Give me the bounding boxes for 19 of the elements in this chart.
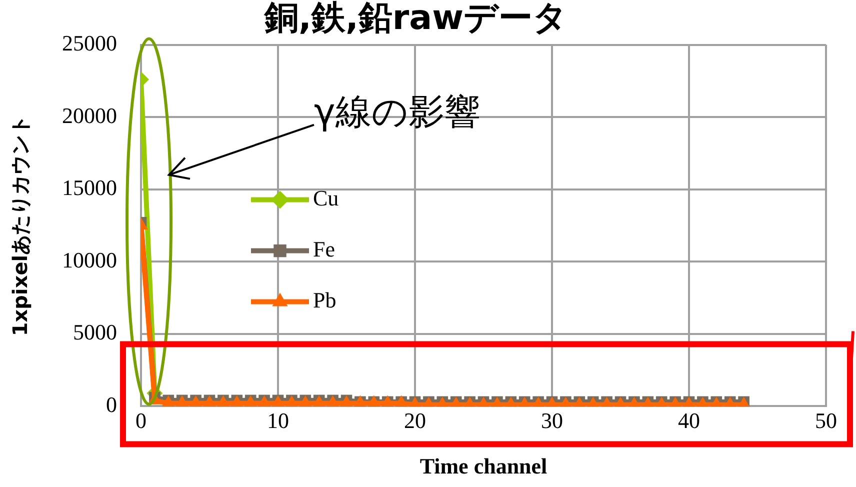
y-tick-label: 15000: [62, 175, 117, 200]
x-tick-label: 20: [404, 408, 426, 434]
legend-label: Pb: [313, 288, 336, 313]
x-tick-label: 40: [678, 408, 700, 434]
x-tick-label: 0: [136, 408, 146, 434]
chart-title: 銅,鉄,鉛rawデータ: [264, 0, 568, 38]
legend-label: Fe: [313, 236, 335, 262]
x-tick-label: 10: [267, 408, 289, 434]
y-tick-label: 20000: [62, 102, 117, 128]
x-axis-title: Time channel: [420, 453, 548, 478]
y-tick-label: 5000: [73, 320, 117, 345]
y-tick-label: 10000: [62, 247, 117, 272]
y-tick-label: 0: [106, 392, 117, 417]
legend-label: Cu: [313, 186, 339, 211]
y-tick-label: 25000: [62, 30, 117, 56]
x-tick-label: 30: [541, 408, 563, 434]
annotation: γ線の影響: [314, 92, 480, 134]
y-axis-title: 1xpixelあたりカウント: [8, 114, 32, 336]
x-tick-label: 50: [815, 408, 837, 434]
